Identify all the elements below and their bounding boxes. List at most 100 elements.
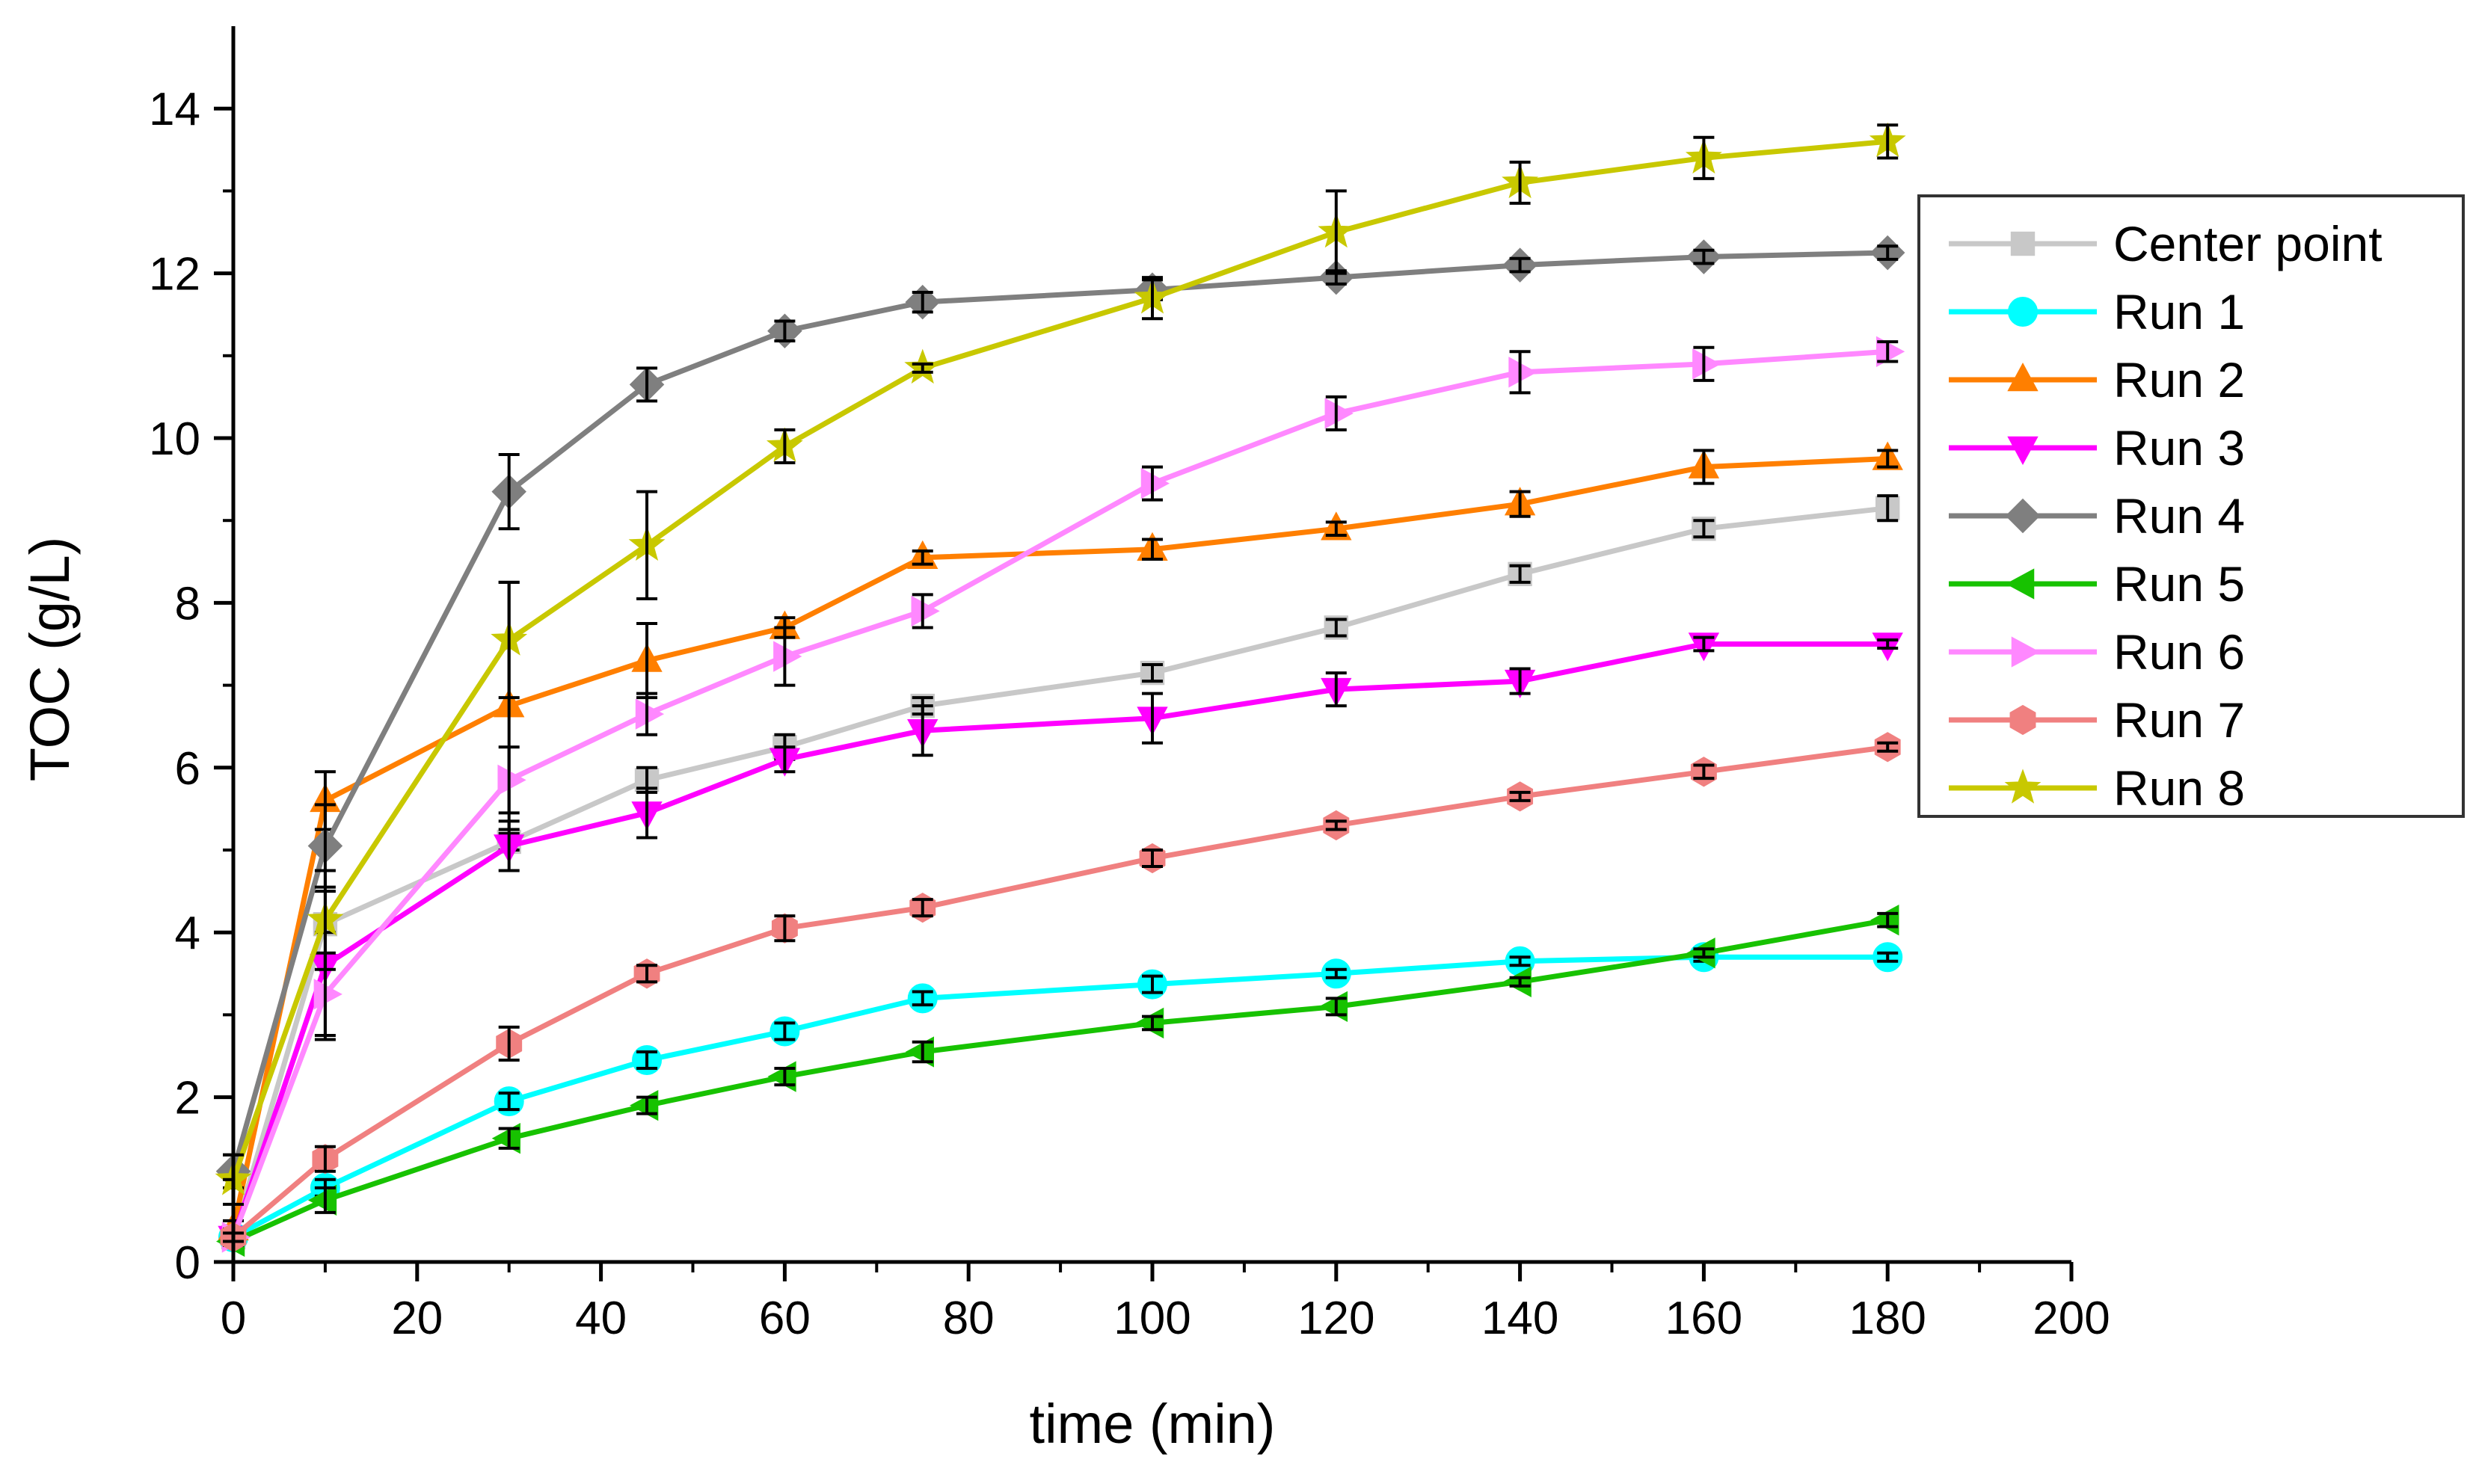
error-bar	[636, 1095, 658, 1115]
error-bar	[1142, 538, 1163, 561]
legend-marker	[2005, 568, 2035, 600]
axes: 0 20 40 60 80 100 120 140 160 180 200 0 2 4 6 8 10 12 14	[149, 26, 2110, 1344]
data-point	[1692, 348, 1721, 380]
legend: Center point Run 1 Run 2 Run 3 Run 4 Run 5 Run…	[1917, 194, 2465, 818]
legend-marker	[2007, 436, 2039, 466]
error-bar	[498, 1025, 520, 1062]
series-run-8	[215, 122, 1906, 1206]
series-run-7	[220, 732, 1901, 1253]
error-bar	[1877, 494, 1899, 523]
error-bar	[1877, 951, 1899, 963]
error-bar	[1509, 256, 1531, 274]
data-point	[313, 979, 342, 1010]
x-tick-label: 100	[1113, 1293, 1191, 1344]
legend-box	[1917, 194, 2465, 818]
error-bar	[636, 1050, 658, 1071]
legend-marker	[2005, 498, 2041, 534]
series-line	[232, 917, 1888, 1244]
error-bar	[912, 898, 933, 918]
error-bar	[1693, 763, 1715, 781]
error-bar	[1325, 189, 1347, 275]
data-point	[1502, 966, 1532, 997]
x-tick-label: 80	[943, 1293, 995, 1344]
x-axis-title: time (min)	[1030, 1393, 1276, 1455]
error-bar	[912, 704, 933, 757]
error-bar	[912, 593, 933, 629]
error-bar	[912, 290, 933, 314]
error-bar	[314, 869, 336, 971]
series-run-6	[221, 336, 1905, 1253]
error-bar	[1877, 911, 1899, 929]
error-bar	[774, 914, 796, 943]
legend-marker	[2009, 704, 2036, 736]
legend-item: Run 7	[1949, 692, 2245, 748]
error-bar	[1509, 350, 1531, 395]
error-bar	[1877, 741, 1899, 753]
error-bar	[498, 1092, 520, 1112]
data-point	[1686, 937, 1715, 969]
error-bar	[912, 990, 933, 1007]
error-bar	[1325, 967, 1347, 979]
error-bar	[1142, 849, 1163, 869]
error-bar	[314, 1145, 336, 1173]
legend-label: Run 3	[2113, 420, 2245, 475]
error-bar	[1509, 490, 1531, 518]
legend-label: Run 7	[2113, 692, 2245, 748]
data-point	[1134, 1007, 1164, 1039]
error-bar	[912, 362, 933, 374]
legend-item: Run 5	[1949, 556, 2245, 612]
error-bar	[1325, 618, 1347, 638]
data-point	[497, 764, 526, 796]
series-line	[232, 954, 1888, 1240]
legend-label: Run 4	[2113, 488, 2245, 544]
legend-marker	[2007, 362, 2039, 392]
data-point	[911, 595, 940, 627]
legend-label: Center point	[2113, 216, 2383, 271]
error-bar	[1509, 976, 1531, 988]
error-bar	[1509, 955, 1531, 967]
error-bar	[498, 1127, 520, 1150]
legend-label: Run 5	[2113, 556, 2245, 612]
x-tick-label: 20	[391, 1293, 443, 1344]
x-tick-label: 40	[575, 1293, 627, 1344]
series-center-point	[221, 494, 1900, 1250]
data-point	[767, 1061, 796, 1092]
error-bar	[1693, 135, 1715, 180]
error-bar	[1693, 248, 1715, 265]
y-tick-label: 4	[175, 908, 200, 959]
legend-item: Run 4	[1949, 488, 2245, 544]
error-bar	[1877, 638, 1899, 650]
series-run-5	[215, 904, 1899, 1257]
series-layer	[215, 122, 1906, 1257]
data-point	[491, 1123, 520, 1154]
error-bar	[1693, 519, 1715, 539]
error-bar	[498, 580, 520, 700]
x-tick-label: 120	[1297, 1293, 1374, 1344]
error-bar	[774, 319, 796, 342]
legend-label: Run 1	[2113, 284, 2245, 339]
data-point	[635, 698, 665, 730]
data-point	[1318, 991, 1348, 1023]
x-tick-label: 200	[2033, 1293, 2110, 1344]
y-tick-label: 0	[175, 1237, 200, 1289]
error-bar	[1325, 671, 1347, 708]
legend-item: Run 1	[1949, 284, 2245, 339]
x-tick-label: 160	[1665, 1293, 1742, 1344]
error-bar	[774, 1021, 796, 1041]
error-bar	[636, 964, 658, 984]
y-tick-label: 10	[149, 413, 200, 465]
error-bar	[1142, 276, 1163, 321]
y-tick-label: 14	[149, 84, 200, 135]
error-bar	[1142, 974, 1163, 994]
error-bar	[912, 1040, 933, 1064]
legend-marker	[2011, 636, 2041, 668]
legend-marker	[2004, 769, 2042, 804]
error-bar	[1877, 244, 1899, 261]
y-tick-label: 2	[175, 1073, 200, 1124]
error-bar	[1509, 160, 1531, 205]
error-bar	[636, 692, 658, 736]
x-tick-label: 60	[759, 1293, 811, 1344]
error-bar	[1325, 395, 1347, 431]
legend-marker	[2008, 297, 2038, 327]
